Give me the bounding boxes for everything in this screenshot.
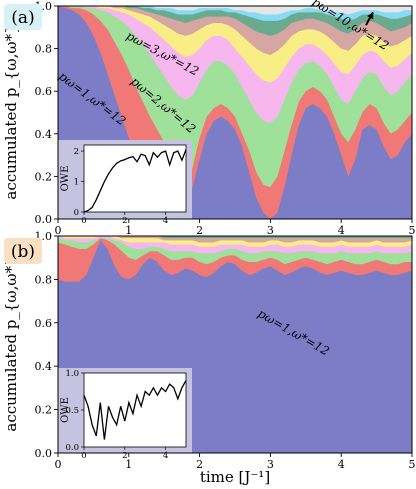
y-tick-label: 0.4 xyxy=(35,360,53,373)
inset-owe-line xyxy=(83,380,187,440)
area-band-1 xyxy=(58,6,412,219)
x-tick-label: 0 xyxy=(55,224,62,237)
panel-label-background xyxy=(4,4,42,30)
axes-frame xyxy=(57,5,413,220)
inset-ylabel: OWE xyxy=(60,166,71,192)
inset-xtick-label: 0 xyxy=(81,451,86,461)
inset-xtick-label: 2 xyxy=(122,451,127,461)
y-tick-label: 0.0 xyxy=(35,447,53,460)
x-tick-label: 2 xyxy=(196,458,203,471)
x-tick-label: 1 xyxy=(125,458,132,471)
annotation-arrow-head xyxy=(367,12,374,20)
inset-ylabel: OWE xyxy=(60,397,71,423)
y-tick-label: 0.0 xyxy=(35,213,53,226)
x-tick-label: 3 xyxy=(267,224,274,237)
panel-label: (b) xyxy=(11,242,35,262)
x-tick-label: 2 xyxy=(196,224,203,237)
inset-ytick-label: 0 xyxy=(74,208,79,218)
x-tick-label: 5 xyxy=(409,224,416,237)
y-tick-label: 0.2 xyxy=(35,170,53,183)
y-tick-label: 0.2 xyxy=(35,404,53,417)
inset-axes xyxy=(83,144,187,213)
y-tick-label: 0.6 xyxy=(35,317,53,330)
y-axis-label: accumulated p_{ω,ω*} xyxy=(2,24,20,199)
x-tick-label: 4 xyxy=(338,458,345,471)
axes-frame xyxy=(57,235,413,454)
inset-owe-line xyxy=(83,149,187,213)
y-tick-label: 0.8 xyxy=(35,43,53,56)
inset-xtick-label: 2 xyxy=(122,216,127,226)
inset-xtick-label: 0 xyxy=(81,216,86,226)
inset-ytick-label: 2 xyxy=(74,147,79,157)
x-tick-label: 4 xyxy=(338,224,345,237)
x-axis-label: time [J⁻¹] xyxy=(200,468,270,486)
panel-label-background xyxy=(4,238,42,264)
y-tick-label: 0.4 xyxy=(35,128,53,141)
inset-xtick-label: 4 xyxy=(163,216,168,226)
inset-xtick-label: 4 xyxy=(163,451,168,461)
y-tick-label: 0.8 xyxy=(35,273,53,286)
inset-ytick-label: 0.0 xyxy=(65,443,79,453)
x-tick-label: 5 xyxy=(409,458,416,471)
inset-ytick-label: 1 xyxy=(74,178,79,188)
inset-ytick-label: 0.5 xyxy=(65,406,79,416)
x-tick-label: 0 xyxy=(55,458,62,471)
x-tick-label: 3 xyxy=(267,458,274,471)
x-tick-label: 1 xyxy=(125,224,132,237)
y-tick-label: 0.6 xyxy=(35,85,53,98)
inset-ytick-label: 1.0 xyxy=(65,369,79,379)
y-axis-label: accumulated p_{ω,ω*} xyxy=(2,256,20,431)
panel-label: (a) xyxy=(11,8,34,28)
